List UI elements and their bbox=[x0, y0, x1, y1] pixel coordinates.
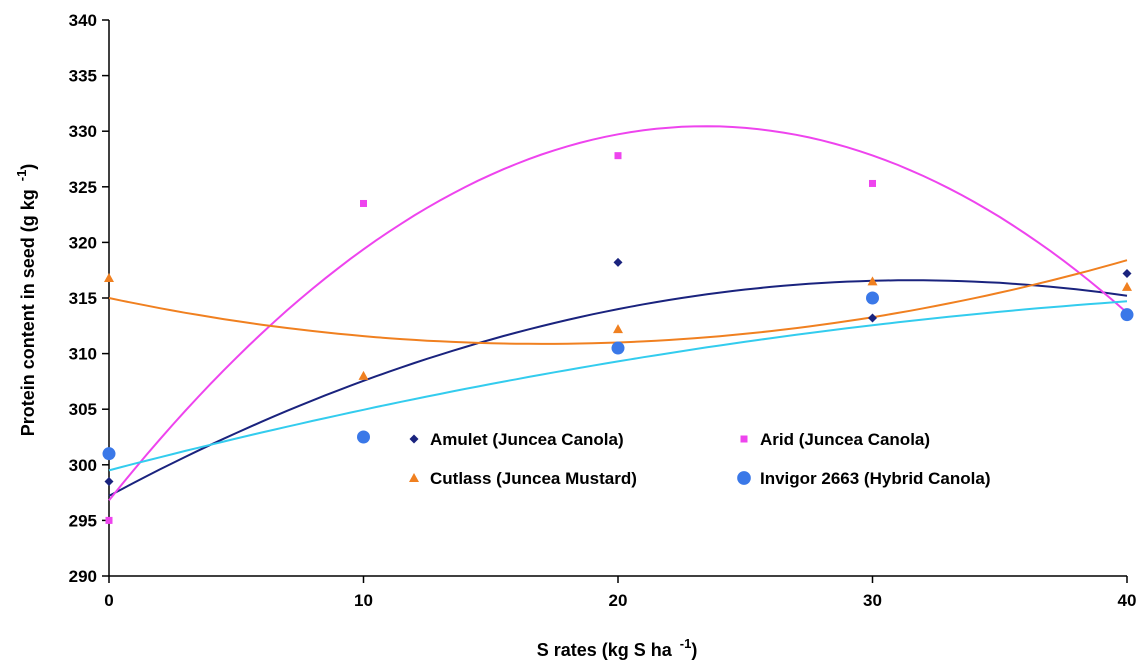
y-axis-label: Protein content in seed (g kg-1) bbox=[14, 164, 38, 437]
data-point bbox=[358, 370, 369, 380]
trendline bbox=[108, 125, 1128, 502]
y-tick-label: 330 bbox=[69, 122, 97, 141]
x-axis-label: S rates (kg S ha -1) bbox=[537, 636, 698, 660]
y-tick-label: 340 bbox=[69, 11, 97, 30]
legend-label: Invigor 2663 (Hybrid Canola) bbox=[760, 469, 991, 488]
data-point bbox=[105, 516, 113, 524]
y-tick-label: 315 bbox=[69, 289, 97, 308]
x-tick-label: 20 bbox=[609, 591, 628, 610]
plot-area: 290 295 300 305 310 315 320 325 330 335 340 0 10 20 30… bbox=[69, 11, 1137, 610]
data-point bbox=[104, 272, 114, 282]
y-tick-label: 290 bbox=[69, 567, 97, 586]
data-point bbox=[360, 199, 367, 207]
legend-label: Amulet (Juncea Canola) bbox=[430, 430, 624, 449]
legend-marker bbox=[740, 435, 748, 443]
y-tick-label: 300 bbox=[69, 456, 97, 475]
data-point bbox=[104, 476, 114, 486]
legend: Amulet (Juncea Canola) Arid (Juncea Canol… bbox=[409, 430, 991, 488]
data-point bbox=[869, 179, 876, 187]
data-point bbox=[611, 341, 625, 355]
y-tick-label: 335 bbox=[69, 67, 97, 86]
x-tick-label: 40 bbox=[1118, 591, 1137, 610]
data-point bbox=[866, 291, 879, 305]
data-point bbox=[1122, 281, 1132, 291]
legend-marker bbox=[409, 473, 419, 482]
data-point bbox=[102, 447, 116, 461]
legend-marker bbox=[409, 434, 419, 444]
y-tick-label: 325 bbox=[69, 178, 97, 197]
legend-marker bbox=[737, 471, 751, 485]
data-point bbox=[1122, 269, 1132, 279]
trendline bbox=[108, 300, 1128, 472]
y-tick-label: 310 bbox=[69, 345, 97, 364]
legend-label: Cutlass (Juncea Mustard) bbox=[430, 469, 637, 488]
trendline bbox=[108, 279, 1128, 497]
data-point bbox=[357, 430, 370, 444]
y-tick-label: 305 bbox=[69, 400, 97, 419]
legend-label: Arid (Juncea Canola) bbox=[760, 430, 930, 449]
x-tick-label: 30 bbox=[863, 591, 882, 610]
data-point bbox=[1120, 308, 1134, 322]
x-tick-label: 0 bbox=[104, 591, 113, 610]
data-point bbox=[613, 257, 623, 267]
data-point bbox=[614, 152, 622, 160]
data-point bbox=[867, 276, 878, 286]
data-point bbox=[868, 313, 877, 323]
data-point bbox=[613, 324, 623, 334]
y-tick-label: 295 bbox=[69, 511, 97, 530]
x-tick-label: 10 bbox=[354, 591, 373, 610]
y-tick-label: 320 bbox=[69, 233, 97, 252]
